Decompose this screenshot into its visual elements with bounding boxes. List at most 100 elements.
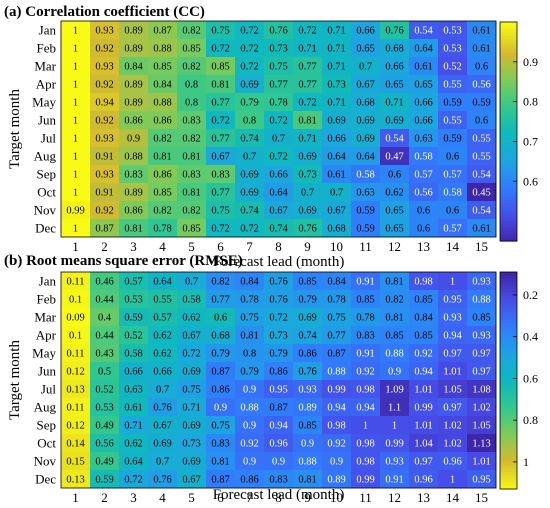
cell-value-label: 0.93 — [472, 277, 490, 288]
colorbar-segment — [500, 152, 517, 157]
cell-value-label: 0.76 — [153, 475, 171, 486]
colorbar-segment — [500, 411, 517, 416]
cell-value-label: 0.67 — [182, 331, 200, 342]
heatmap-cell — [380, 452, 410, 471]
heatmap-cell — [148, 362, 178, 381]
cell-value-label: 0.78 — [240, 295, 258, 306]
heatmap-cell — [90, 93, 120, 112]
cell-value-label: 1.1 — [388, 403, 401, 414]
cell-value-label: 0.64 — [414, 44, 433, 55]
heatmap-cell — [119, 272, 149, 291]
cell-value-label: 0.93 — [95, 26, 113, 37]
cell-value-label: 1 — [73, 170, 78, 181]
cell-value-label: 0.86 — [153, 116, 171, 127]
heatmap-cell — [264, 75, 294, 94]
heatmap-cell — [206, 93, 236, 112]
heatmap-cell — [90, 147, 120, 166]
colorbar-segment — [500, 336, 517, 341]
heatmap-cell — [206, 470, 236, 489]
heatmap-cell — [264, 57, 294, 76]
colorbar-segment — [500, 441, 517, 446]
cell-value-label: 1.13 — [472, 439, 490, 450]
cell-value-label: 0.72 — [211, 44, 229, 55]
y-tick-label: Nov — [34, 203, 57, 218]
cell-value-label: 1 — [73, 224, 78, 235]
cell-value-label: 0.87 — [211, 475, 229, 486]
heatmap-cell — [467, 21, 497, 40]
heatmap-cell — [119, 452, 149, 471]
x-tick-label: 9 — [304, 490, 311, 505]
heatmap-cell — [322, 57, 352, 76]
colorbar-segment — [500, 353, 517, 358]
heatmap-cell — [380, 290, 410, 309]
heatmap-cell — [351, 57, 381, 76]
cell-value-label: 0.88 — [472, 295, 490, 306]
heatmap-cell — [264, 290, 294, 309]
heatmap-cell — [177, 183, 207, 202]
heatmap-cell — [438, 183, 468, 202]
heatmap-cell — [467, 183, 497, 202]
heatmap-cell — [119, 75, 149, 94]
cell-value-label: 0.97 — [472, 349, 490, 360]
heatmap-cell — [293, 75, 323, 94]
heatmap-cell — [264, 165, 294, 184]
colorbar-segment — [500, 206, 517, 211]
cell-value-label: 0.12 — [66, 421, 84, 432]
cell-value-label: 1 — [73, 26, 78, 37]
cell-value-label: 0.82 — [153, 206, 171, 217]
heatmap-cell — [148, 57, 178, 76]
heatmap-cell — [351, 165, 381, 184]
heatmap-cell — [148, 326, 178, 345]
cell-value-label: 0.91 — [95, 152, 113, 163]
heatmap-cell — [293, 380, 323, 399]
heatmap-cell — [351, 129, 381, 148]
cell-value-label: 0.71 — [124, 421, 142, 432]
cell-value-label: 0.69 — [298, 206, 316, 217]
cell-value-label: 0.85 — [182, 224, 200, 235]
cell-value-label: 0.7 — [185, 277, 198, 288]
colorbar-segment — [500, 421, 517, 426]
heatmap-cell — [264, 219, 294, 238]
heatmap-cell — [61, 129, 91, 148]
colorbar-segment — [500, 97, 517, 102]
colorbar-segment — [500, 230, 517, 235]
cell-value-label: 0.72 — [298, 98, 316, 109]
heatmap-cell — [206, 290, 236, 309]
heatmap-cell — [438, 93, 468, 112]
heatmap-cell — [148, 21, 178, 40]
cell-value-label: 0.88 — [153, 98, 171, 109]
cell-value-label: 0.78 — [327, 295, 345, 306]
heatmap-cell — [409, 129, 439, 148]
heatmap-cell — [351, 39, 381, 58]
cell-value-label: 0.88 — [153, 44, 171, 55]
cell-value-label: 0.75 — [211, 421, 229, 432]
heatmap-cell — [380, 57, 410, 76]
cell-value-label: 0.69 — [240, 170, 258, 181]
colorbar-segment — [500, 339, 517, 344]
cell-value-label: 0.62 — [153, 331, 171, 342]
cell-value-label: 0.69 — [182, 421, 200, 432]
heatmap-cell — [235, 326, 265, 345]
cell-value-label: 0.64 — [124, 457, 143, 468]
heatmap-cell — [380, 39, 410, 58]
heatmap-cell — [177, 147, 207, 166]
heatmap-cell — [409, 57, 439, 76]
cell-value-label: 0.53 — [443, 44, 461, 55]
cell-value-label: 0.09 — [66, 313, 84, 324]
cell-value-label: 0.13 — [66, 385, 84, 396]
cell-value-label: 0.85 — [472, 313, 490, 324]
cell-value-label: 0.63 — [414, 134, 432, 145]
heatmap-cell — [264, 129, 294, 148]
heatmap-cell — [177, 21, 207, 40]
cell-value-label: 0.69 — [298, 152, 316, 163]
heatmap-cell — [293, 147, 323, 166]
heatmap-cell — [438, 362, 468, 381]
cell-value-label: 0.89 — [298, 403, 316, 414]
heatmap-cell — [177, 398, 207, 417]
heatmap-cell — [90, 344, 120, 363]
colorbar-segment — [500, 458, 517, 463]
colorbar-segment — [500, 288, 517, 293]
colorbar-segment — [500, 380, 517, 385]
heatmap-cell — [409, 362, 439, 381]
cell-value-label: 0.66 — [385, 62, 403, 73]
